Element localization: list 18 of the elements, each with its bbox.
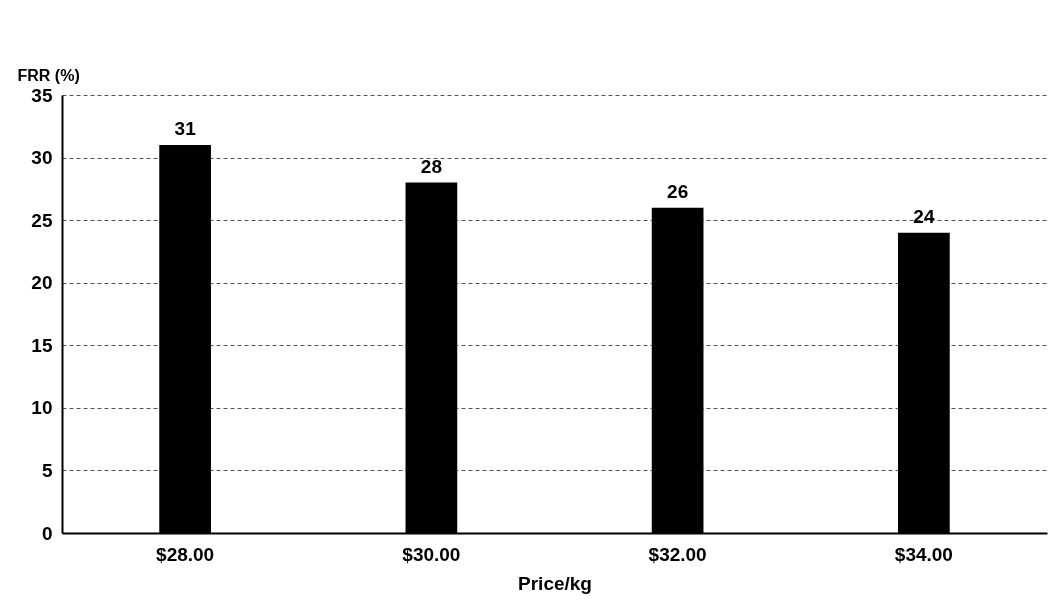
y-tick-label: 10 (31, 397, 53, 419)
y-tick-label: 15 (31, 334, 53, 356)
x-tick-label: $30.00 (402, 543, 461, 565)
y-tick-label: 35 (31, 84, 53, 106)
data-label: 28 (420, 155, 442, 177)
x-tick-label: $32.00 (648, 543, 707, 565)
y-tick-label: 5 (41, 459, 53, 481)
x-tick-label: $34.00 (894, 543, 953, 565)
y-tick-label: 20 (31, 272, 53, 294)
data-label: 31 (174, 118, 197, 140)
x-axis-title: Price/kg (518, 572, 592, 594)
y-tick-label: 30 (31, 147, 53, 169)
data-label: 24 (913, 205, 935, 227)
y-tick-label: 0 (41, 522, 53, 544)
data-label: 26 (667, 180, 689, 202)
y-tick-label: 25 (31, 209, 53, 231)
y-axis-title: FRR (%) (17, 66, 80, 84)
x-tick-label: $28.00 (156, 543, 215, 565)
